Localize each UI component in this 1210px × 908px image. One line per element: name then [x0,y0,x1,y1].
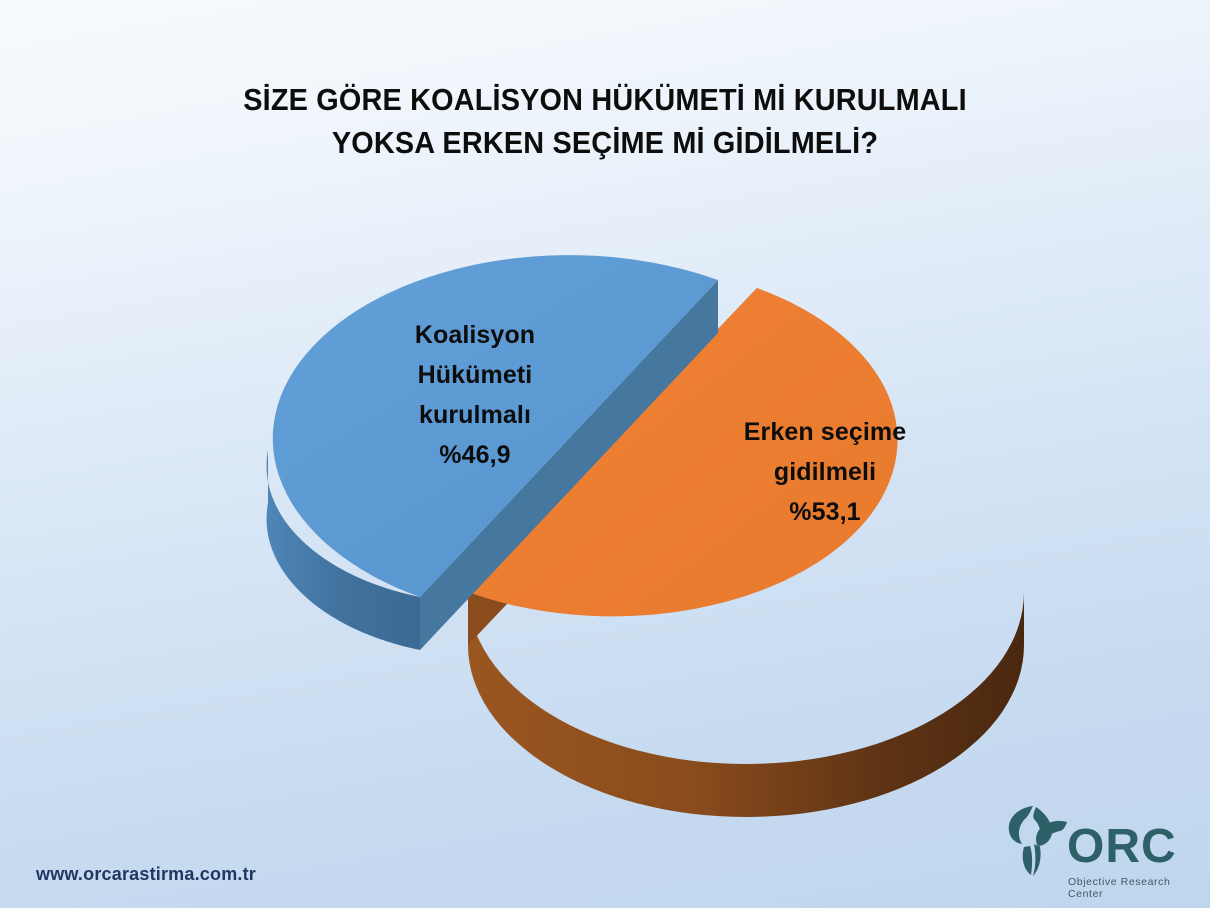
website-url[interactable]: www.orcarastirma.com.tr [36,864,257,884]
pie-slice-koalisyon[interactable] [266,255,718,650]
pie-slice-erken-secime-side [468,592,1024,817]
pie-slice-koalisyon-top [272,255,718,597]
orc-leaf-icon [1008,806,1067,876]
pie-slice-koalisyon-side [266,450,420,650]
logo-wordmark: ORC [1067,820,1177,873]
pie-slice-erken-secime[interactable] [468,288,1024,817]
pie-slice-erken-secime-top [468,288,898,617]
orc-logo: ORC Objective Research Center [995,800,1190,900]
logo-tagline: Objective Research Center [1068,876,1171,900]
pie-slice-koalisyon-cut-wall-lower [420,280,718,650]
page-title: SİZE GÖRE KOALİSYON HÜKÜMETİ Mİ KURULMAL… [243,82,967,160]
pie-slice-label-erken-secime: Erken seçime gidilmeli %53,1 [743,418,907,526]
pie-slice-label-koalisyon: Koalisyon Hükümeti kurulmalı %46,9 [414,321,536,469]
